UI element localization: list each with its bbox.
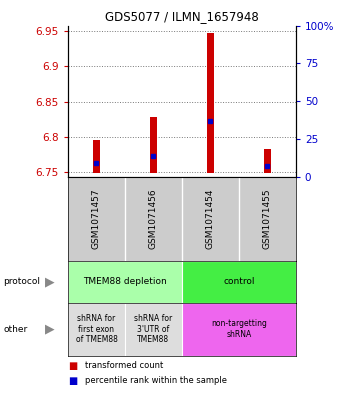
Bar [207, 33, 214, 173]
Bar [93, 140, 100, 173]
Text: ▶: ▶ [45, 275, 54, 288]
Text: ▶: ▶ [45, 323, 54, 336]
Text: non-targetting
shRNA: non-targetting shRNA [211, 320, 267, 339]
Bar [264, 149, 271, 173]
Text: ■: ■ [68, 376, 77, 386]
Text: shRNA for
first exon
of TMEM88: shRNA for first exon of TMEM88 [75, 314, 117, 344]
Text: GSM1071457: GSM1071457 [92, 189, 101, 250]
Title: GDS5077 / ILMN_1657948: GDS5077 / ILMN_1657948 [105, 10, 259, 23]
Bar [68, 261, 182, 303]
Bar [68, 303, 125, 356]
Text: protocol: protocol [3, 277, 40, 286]
Text: ■: ■ [68, 361, 77, 371]
Bar [150, 117, 157, 173]
Text: shRNA for
3'UTR of
TMEM88: shRNA for 3'UTR of TMEM88 [134, 314, 172, 344]
Text: control: control [223, 277, 255, 286]
Text: TMEM88 depletion: TMEM88 depletion [83, 277, 167, 286]
Bar [182, 303, 296, 356]
Text: GSM1071455: GSM1071455 [263, 189, 272, 250]
Bar [182, 261, 296, 303]
Text: other: other [3, 325, 28, 334]
Bar [125, 303, 182, 356]
Text: GSM1071456: GSM1071456 [149, 189, 158, 250]
Text: GSM1071454: GSM1071454 [206, 189, 215, 249]
Text: percentile rank within the sample: percentile rank within the sample [85, 376, 227, 385]
Text: transformed count: transformed count [85, 361, 163, 370]
